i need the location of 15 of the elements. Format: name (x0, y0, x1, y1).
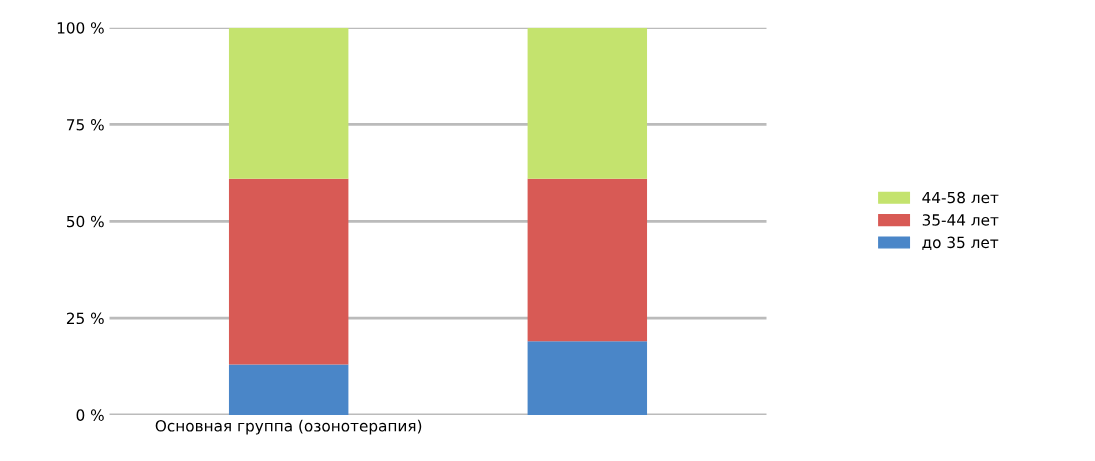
y-tick-label: 100 % (57, 22, 104, 34)
bar (228, 27, 349, 179)
legend-label: 35-44 лет (922, 214, 999, 226)
bar (527, 178, 648, 342)
bar (228, 364, 349, 415)
y-tick-label: 50 % (67, 215, 104, 228)
bar (527, 27, 648, 179)
y-tick-label: 0 % (76, 409, 104, 421)
x-tick-label: Основная группа (озонотерапия) (155, 419, 422, 435)
bar (228, 178, 349, 365)
legend-label: до 35 лет (922, 236, 999, 251)
y-tick-label: 75 % (67, 118, 104, 131)
legend-label: 44-58 лет (922, 191, 999, 204)
y-tick-label: 25 % (66, 312, 104, 325)
bar (527, 341, 648, 415)
